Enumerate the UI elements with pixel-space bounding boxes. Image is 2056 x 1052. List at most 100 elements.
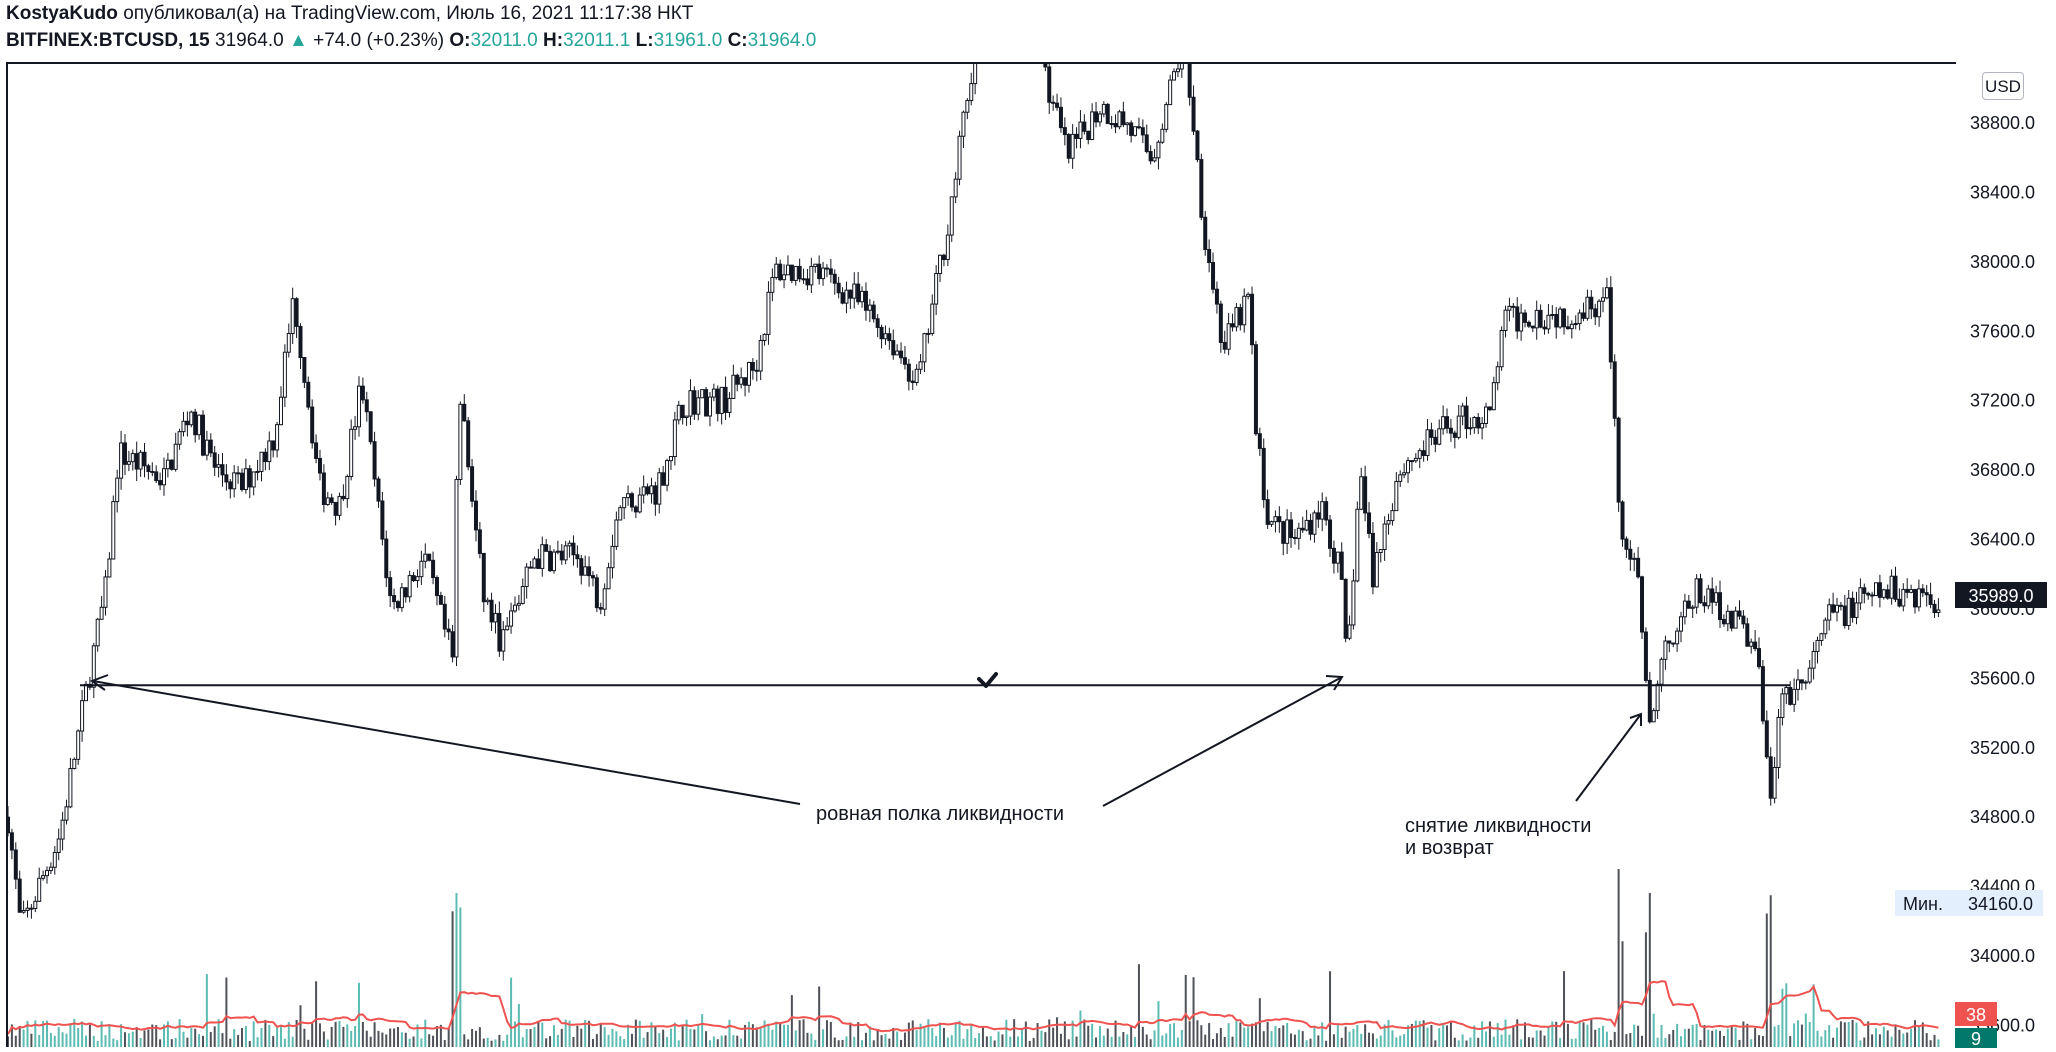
candle-body: [1636, 557, 1641, 578]
candle-body: [836, 282, 841, 294]
candle-body: [376, 478, 381, 502]
candle-body: [1913, 589, 1918, 608]
volume-bar: [1539, 1030, 1542, 1047]
candle-body: [181, 420, 186, 433]
volume-bar: [970, 1023, 973, 1047]
candle-body: [688, 390, 693, 417]
candle-body: [1792, 688, 1797, 705]
volume-bar: [1313, 1027, 1316, 1047]
candle-body: [532, 558, 537, 569]
volume-bar: [389, 1028, 392, 1047]
candle-body: [1733, 610, 1738, 629]
author-name[interactable]: KostyaKudo: [6, 3, 118, 24]
volume-bar: [829, 1021, 832, 1047]
volume-bar: [45, 1020, 48, 1047]
volume-bar: [1278, 1028, 1281, 1047]
currency-button[interactable]: USD: [1982, 72, 2024, 100]
candle-body: [1846, 597, 1851, 627]
volume-bar: [911, 1020, 914, 1047]
candle-body: [985, 26, 988, 27]
candle-body: [801, 278, 806, 281]
candle-body: [1780, 693, 1785, 718]
volume-bar: [1492, 1036, 1495, 1047]
open-label: O:: [449, 30, 471, 51]
candle-body: [548, 550, 553, 572]
candle-body: [1363, 476, 1368, 514]
volume-bar: [1910, 1028, 1913, 1047]
candle-body: [1324, 501, 1329, 521]
volume-bar: [595, 1034, 598, 1047]
candle-body: [704, 389, 709, 417]
candle-body: [1234, 307, 1239, 328]
volume-bar: [1843, 1022, 1846, 1047]
volume-bar: [1442, 1022, 1445, 1047]
volume-bar: [1504, 1019, 1507, 1047]
last-price-label: 35989.0: [1968, 586, 2033, 606]
candle-body: [1421, 450, 1426, 457]
candle-body: [1082, 121, 1087, 132]
candle-body: [918, 361, 923, 370]
price-tick-label: 35600.0: [1970, 668, 2035, 688]
candle-body: [696, 397, 701, 415]
candle-body: [263, 451, 268, 463]
candle-body: [21, 909, 26, 913]
candle-body: [1261, 447, 1266, 501]
candle-body: [255, 470, 260, 473]
checkmark-icon[interactable]: [977, 672, 998, 688]
candle-body: [1105, 103, 1110, 125]
volume-bar: [299, 1005, 302, 1047]
candle-body: [895, 350, 900, 356]
volume-bar: [84, 1035, 87, 1047]
volume-bar: [432, 1035, 435, 1047]
volume-bar: [1648, 892, 1651, 1047]
candle-body: [1597, 300, 1602, 318]
candle-body: [177, 431, 182, 445]
candle-body: [1589, 296, 1594, 310]
volume-bar: [1009, 1036, 1012, 1047]
volume-bar: [1527, 1037, 1530, 1047]
volume-bar: [1488, 1021, 1491, 1047]
candle-body: [1168, 79, 1173, 106]
volume-bar: [958, 1020, 961, 1047]
volume-bar: [18, 1025, 21, 1047]
price-axis[interactable]: 38800.0 38400.0 38000.0 37600.0 37200.0 36800…: [1970, 113, 2035, 1035]
volume-bar: [1890, 1036, 1893, 1047]
volume-bar: [1200, 1025, 1203, 1047]
candle-body: [325, 497, 330, 505]
candle-body: [879, 326, 884, 340]
candle-body: [197, 414, 202, 436]
sweep-annotation-line1[interactable]: снятие ликвидности: [1405, 815, 1592, 837]
volume-bar: [1301, 1031, 1304, 1047]
volume-bar: [315, 981, 318, 1047]
chart-pane[interactable]: [6, 62, 1956, 1047]
volume-bar: [693, 1029, 696, 1047]
candle-body: [142, 451, 147, 467]
candle-body: [715, 388, 720, 414]
candle-body: [1526, 321, 1531, 327]
candle-body: [1484, 406, 1489, 424]
volume-bar: [61, 1032, 64, 1047]
volume-bar: [1812, 984, 1815, 1047]
candle-body: [1078, 121, 1083, 139]
volume-bar: [350, 1030, 353, 1047]
candle-body: [536, 558, 541, 569]
volume-bar: [857, 1022, 860, 1047]
candle-body: [657, 472, 662, 505]
candle-body: [1222, 341, 1227, 350]
candle-body: [481, 552, 486, 603]
volume-bar: [1235, 1020, 1238, 1047]
volume-bar: [159, 1039, 162, 1047]
volume-bar: [506, 1034, 509, 1047]
candle-body: [1413, 457, 1418, 462]
candle-body: [1308, 519, 1313, 535]
candle-body: [1277, 516, 1282, 523]
candle-body: [926, 332, 931, 335]
sweep-annotation-line2[interactable]: и возврат: [1405, 837, 1494, 859]
flat-shelf-annotation[interactable]: ровная полка ликвидности: [816, 803, 1065, 825]
candle-body: [1749, 641, 1754, 647]
min-label: Мин.: [1903, 894, 1943, 914]
candle-body: [1160, 128, 1165, 143]
volume-bar: [1247, 1026, 1250, 1047]
volume-bar: [1559, 1038, 1562, 1047]
